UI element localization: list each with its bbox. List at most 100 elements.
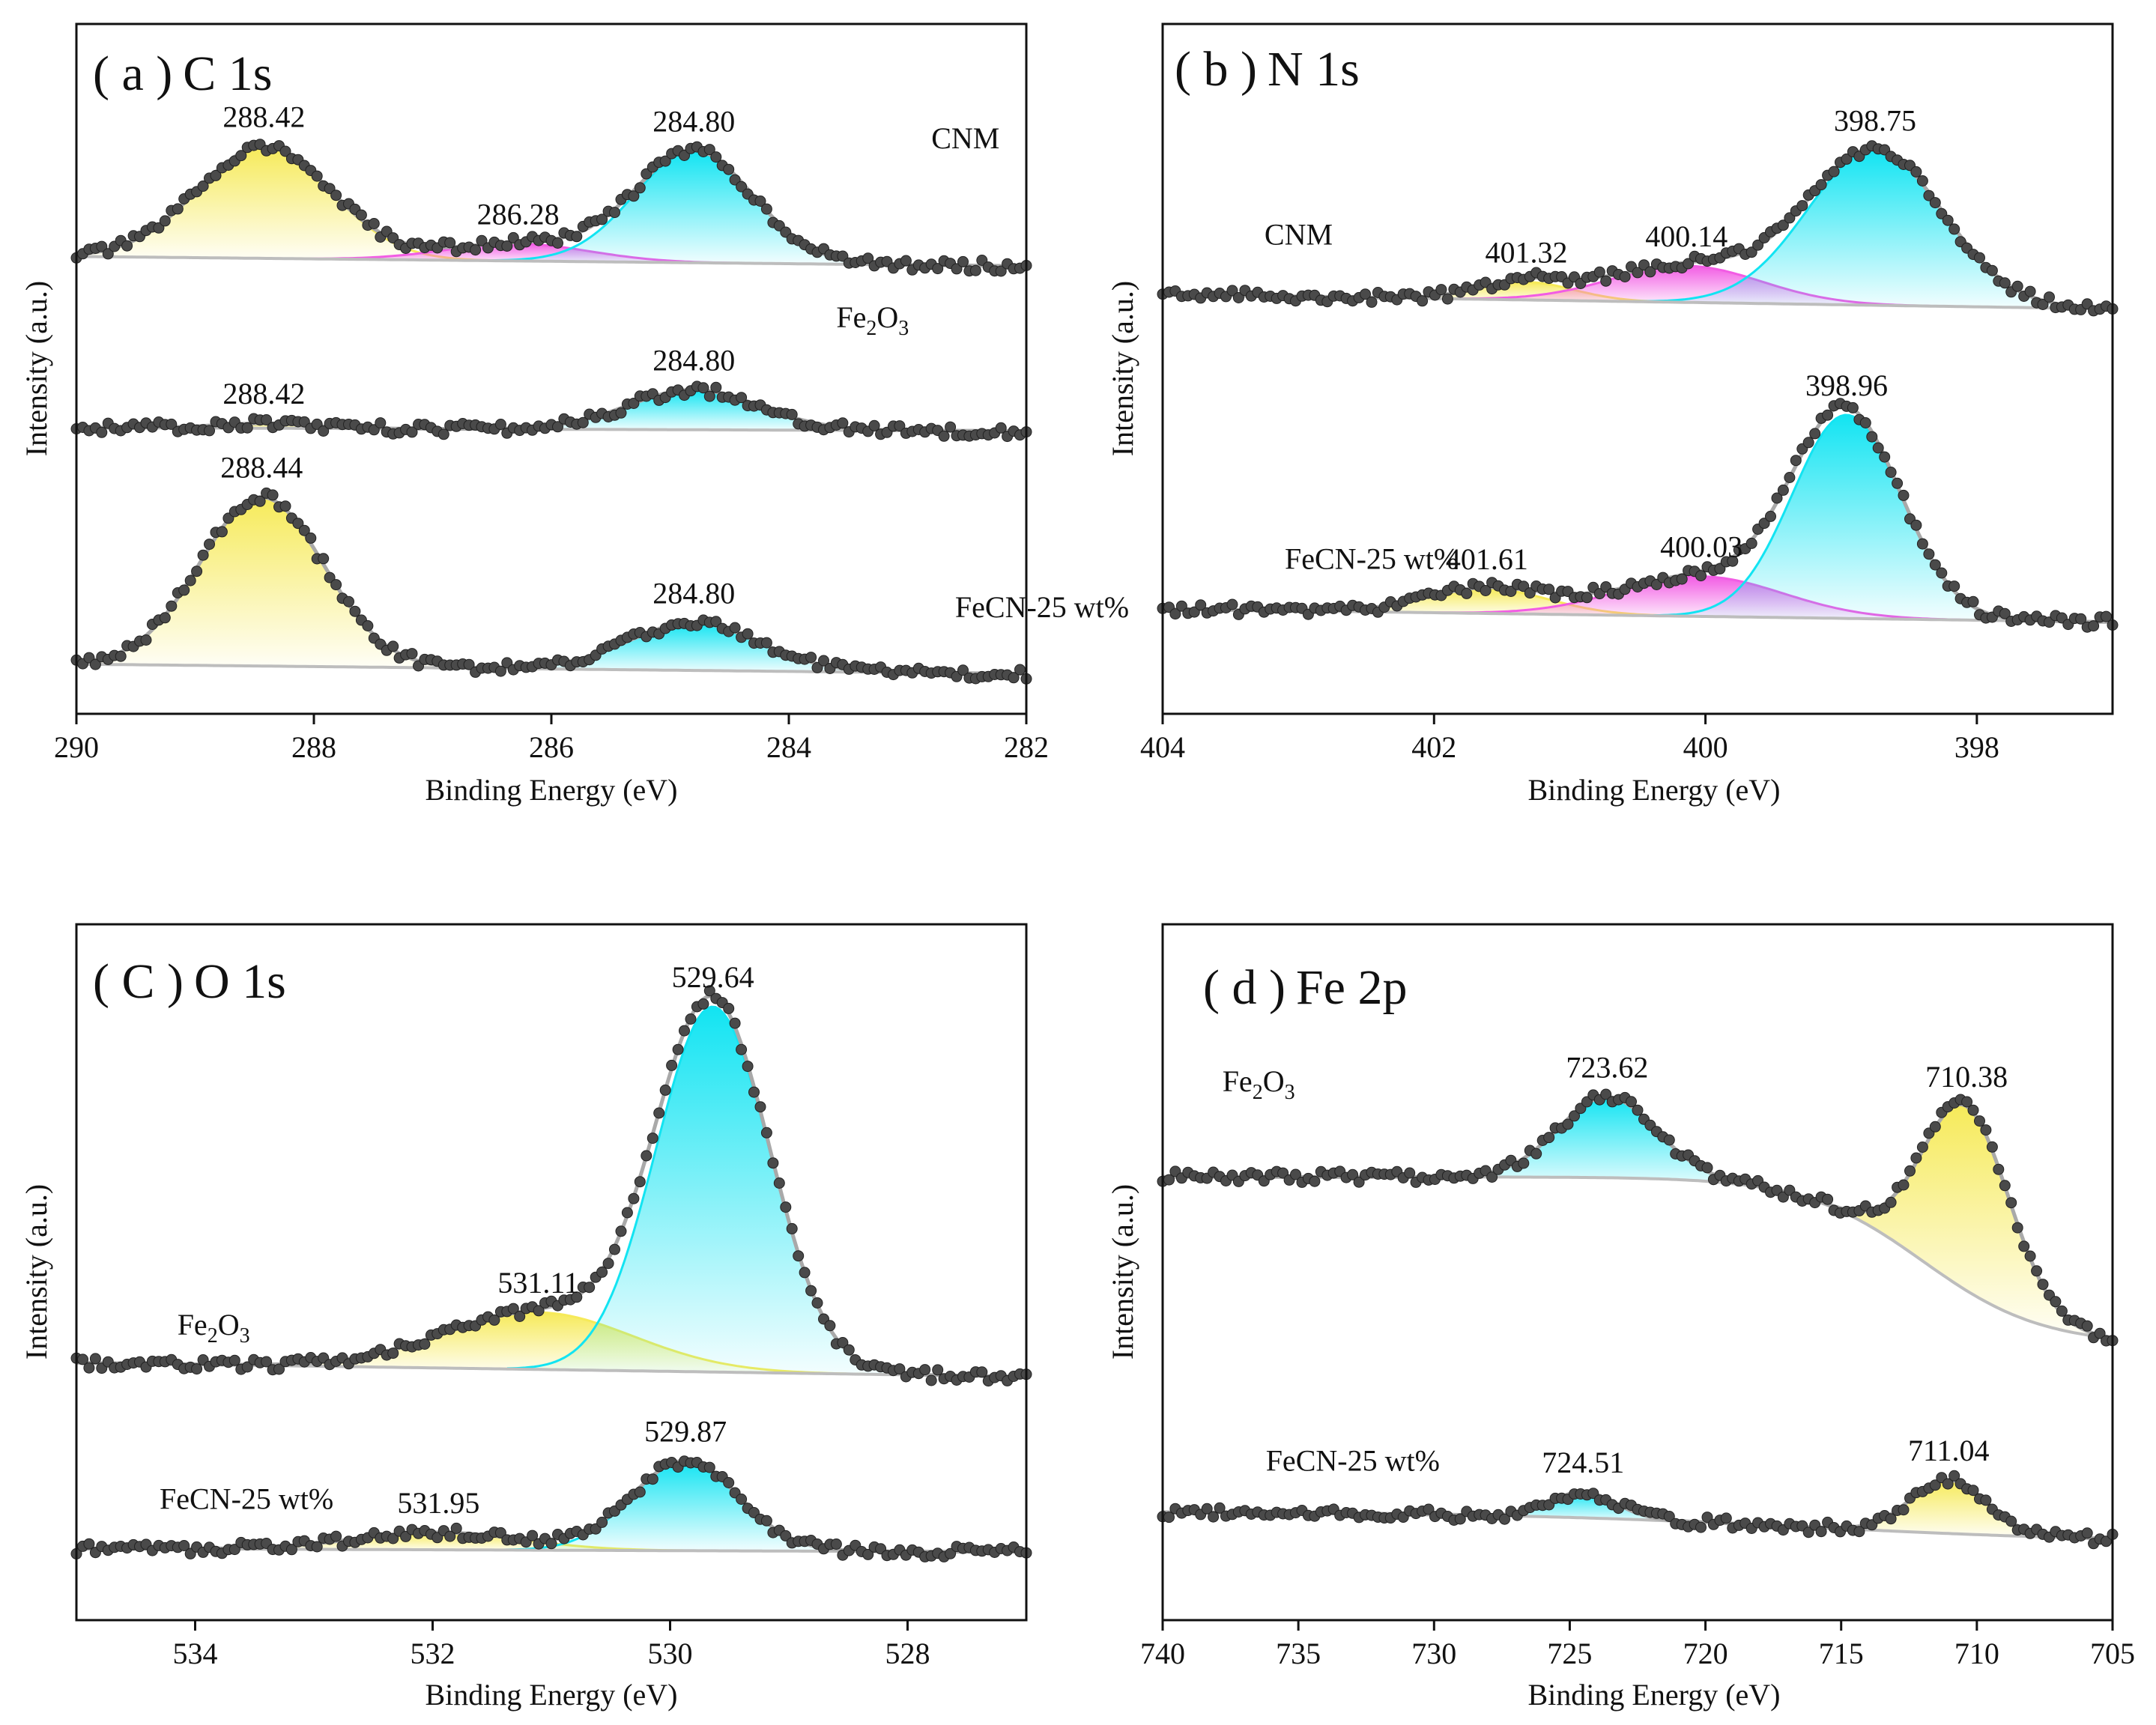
data-point	[1898, 1179, 1910, 1191]
data-point	[1014, 664, 1026, 676]
data-point	[2005, 1197, 2017, 1209]
series-fecn-25-wt-: 288.44 284.80 FeCN-25 wt%	[70, 451, 1129, 685]
data-point	[1923, 190, 1935, 201]
data-point	[1967, 595, 1979, 607]
x-tick-label: 398	[1954, 730, 1999, 764]
x-tick-label: 715	[1819, 1637, 1864, 1670]
data-point	[1892, 477, 1904, 489]
data-point	[824, 1320, 836, 1332]
data-point	[736, 1494, 748, 1505]
data-point	[210, 169, 222, 181]
data-point	[2056, 1305, 2068, 1317]
data-point	[178, 584, 190, 596]
data-point	[672, 1043, 684, 1055]
data-point	[1626, 1096, 1637, 1108]
data-point	[748, 1086, 760, 1098]
x-tick-label: 705	[2090, 1637, 2135, 1670]
data-point	[742, 628, 754, 640]
data-point	[1853, 1526, 1865, 1538]
data-point	[241, 422, 253, 434]
data-point	[261, 414, 273, 425]
data-point	[862, 1548, 874, 1560]
data-point	[754, 195, 766, 207]
data-point	[830, 1538, 842, 1550]
panel-b-x-axis-label: Binding Energy (eV)	[1528, 773, 1781, 807]
series-label: CNM	[931, 121, 999, 155]
data-point	[1480, 585, 1492, 596]
data-point	[1872, 442, 1884, 454]
series-label: FeCN-25 wt%	[955, 590, 1129, 624]
data-point	[1486, 1171, 1498, 1183]
data-point	[1847, 401, 1859, 413]
panel-c-x-axis-label: Binding Energy (eV)	[426, 1678, 678, 1712]
data-point	[1765, 510, 1776, 522]
series-label: FeCN-25 wt%	[1266, 1443, 1440, 1477]
data-point	[786, 1222, 798, 1234]
data-point	[760, 637, 772, 649]
data-point	[1879, 451, 1891, 463]
data-point	[894, 420, 906, 432]
data-point	[507, 231, 519, 243]
data-point	[1600, 275, 1612, 287]
data-point	[641, 1150, 652, 1162]
data-point	[710, 151, 722, 163]
data-point	[1581, 592, 1593, 604]
data-point	[1802, 437, 1814, 449]
x-tick-label: 288	[291, 730, 336, 764]
data-point	[406, 648, 418, 660]
data-point	[1828, 166, 1840, 178]
panel-d-x-axis-label: Binding Energy (eV)	[1528, 1678, 1781, 1712]
data-point	[647, 1473, 658, 1485]
data-point	[216, 526, 228, 538]
data-point	[166, 418, 178, 430]
data-point	[96, 240, 108, 252]
data-point	[641, 168, 652, 180]
data-point	[311, 170, 323, 182]
data-point	[760, 1127, 772, 1139]
data-point	[957, 664, 969, 676]
data-point	[178, 1540, 190, 1551]
data-point	[995, 265, 1007, 277]
data-point	[83, 1362, 95, 1374]
data-point	[1885, 1513, 1897, 1525]
data-point	[476, 234, 488, 246]
data-point	[969, 264, 981, 276]
data-point	[1974, 1115, 1985, 1127]
x-tick-label: 735	[1276, 1637, 1321, 1670]
peak-label-723.62: 723.62	[1566, 1051, 1648, 1085]
data-point	[2088, 620, 2100, 632]
data-point	[1309, 1175, 1321, 1187]
x-tick-label: 532	[411, 1637, 455, 1670]
data-point	[596, 1266, 608, 1278]
data-point	[444, 1530, 456, 1542]
data-point	[894, 1363, 906, 1375]
data-point	[1454, 1513, 1466, 1525]
peak-label-288.42: 288.42	[222, 100, 305, 134]
data-point	[1980, 1124, 1992, 1136]
data-point	[387, 1347, 399, 1359]
series-label: Fe2O3	[178, 1308, 250, 1347]
data-point	[837, 250, 849, 262]
data-point	[153, 222, 165, 234]
data-point	[1942, 214, 1954, 226]
data-point	[204, 425, 215, 437]
panel-c-y-axis-label: Intensity (a.u.)	[19, 1184, 53, 1359]
data-point	[621, 1207, 633, 1219]
data-point	[628, 190, 640, 202]
data-point	[862, 252, 874, 264]
data-point	[1790, 455, 1802, 467]
data-point	[1866, 431, 1878, 443]
data-point	[1404, 1167, 1416, 1179]
data-point	[843, 1344, 855, 1356]
data-point	[368, 218, 380, 229]
series-label: Fe2O3	[836, 300, 909, 340]
data-point	[501, 240, 513, 252]
data-point	[805, 652, 817, 664]
data-point	[1562, 1118, 1574, 1130]
data-point	[1644, 266, 1656, 278]
data-point	[1593, 266, 1605, 278]
series-fe2o3: 531.11 529.64 Fe2O3	[70, 960, 1032, 1387]
data-point	[1916, 175, 1928, 187]
data-point	[584, 1282, 596, 1294]
data-point	[406, 426, 418, 438]
